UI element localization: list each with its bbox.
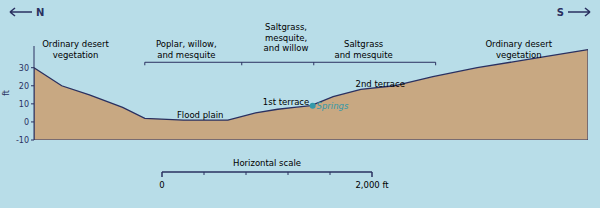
terrain-line [34,50,588,121]
north-label: N [36,7,44,18]
y-tick-label: 10 [19,100,29,109]
scale-division [330,172,331,175]
terrain-label: Flood plain [177,110,223,120]
zone-annotation: Saltgrass,mesquite,and willow [264,22,309,53]
annotation-line: and mesquite [334,50,392,60]
scale-tick-label: 0 [159,180,164,190]
annotation-line: Saltgrass [344,39,384,49]
section-outline [34,50,588,140]
y-tick-label: 30 [19,64,29,73]
directions: NS [10,7,590,18]
annotation-line: and willow [264,43,309,53]
y-tick [31,67,34,68]
plot-area [34,50,588,140]
zone-annotation: Ordinary desertvegetation [42,39,109,60]
annotation-line: Saltgrass, [265,22,307,32]
annotation-line: mesquite, [265,33,307,43]
y-tick [31,103,34,104]
y-tick [31,140,34,141]
annotation-line: vegetation [53,50,99,60]
scale-tick-label: 2,000 ft [355,180,389,190]
scale-title: Horizontal scale [233,158,301,168]
scale-bar: 0 2,000 ft Horizontal scale [159,158,389,190]
scale-tick [161,172,163,177]
y-axis: -10 0 10 20 30 ft [1,46,34,145]
annotation-line: and mesquite [157,50,215,60]
annotation-line: Ordinary desert [485,39,552,49]
zone-annotation: Saltgrassand mesquite [334,39,392,60]
terrain-area [34,50,588,140]
zone-annotation: Poplar, willow,and mesquite [156,39,217,60]
terrain-label: Springs [317,101,349,111]
y-tick-label: 20 [19,82,29,91]
north-arrow [10,8,32,16]
scale-division [246,172,247,175]
zone-annotation: Ordinary desertvegetation [485,39,552,60]
y-tick-label: -10 [16,136,29,145]
scale-tick [371,172,373,177]
annotation-line: Ordinary desert [42,39,109,49]
springs-point [310,103,316,109]
scale-division [288,172,289,175]
y-tick [31,121,34,122]
zone-bracket [145,62,436,65]
y-tick-label: 0 [24,118,29,127]
terrain-label: 2nd terrace [356,79,405,89]
annotation-line: vegetation [496,50,542,60]
scale-bar-line [162,171,372,173]
terrain-label: 1st terrace [263,97,309,107]
scale-division [204,172,205,175]
south-arrow [568,8,590,16]
y-axis-label: ft [1,89,11,96]
chart: -10 0 10 20 30 ft Flood plain 1st terrace 2nd te… [0,0,600,208]
y-axis-line [34,46,35,140]
annotation-line: Poplar, willow, [156,39,217,49]
south-label: S [557,7,564,18]
y-tick [31,85,34,86]
